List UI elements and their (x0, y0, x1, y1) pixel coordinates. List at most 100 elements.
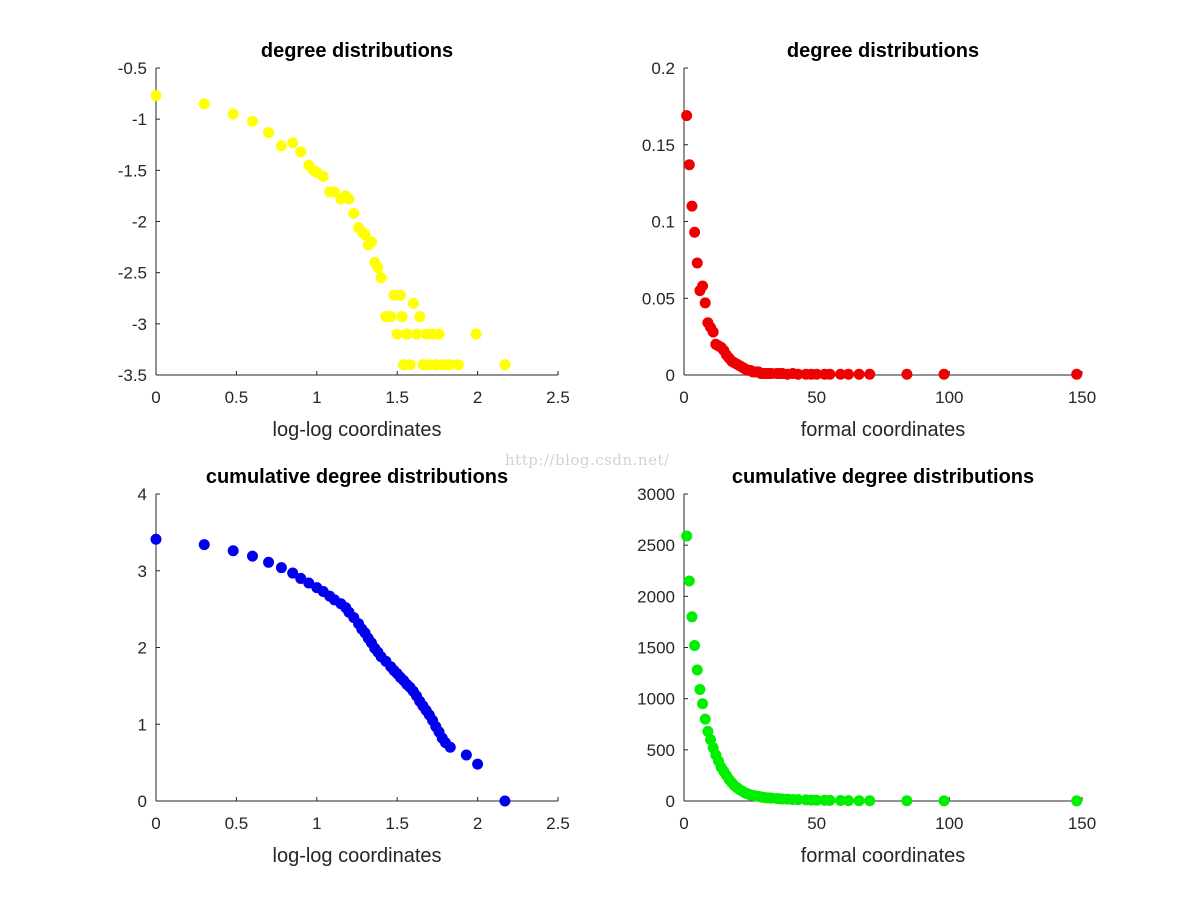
x-tick-label: 2 (473, 814, 482, 833)
y-tick-label: -3 (132, 315, 147, 334)
y-tick-label: 0 (666, 792, 675, 811)
data-point (295, 572, 307, 584)
data-point (853, 795, 865, 807)
data-point (811, 794, 823, 806)
x-tick-label: 0 (679, 388, 688, 407)
y-tick-label: 4 (138, 485, 147, 504)
x-tick-label: 150 (1068, 388, 1096, 407)
x-axis-label: log-log coordinates (273, 419, 442, 441)
data-point (287, 137, 299, 149)
y-tick-label: 0.15 (642, 136, 675, 155)
data-point (938, 795, 950, 807)
data-point (683, 159, 695, 171)
data-point (410, 328, 422, 340)
data-point (343, 193, 355, 205)
data-point (683, 575, 695, 587)
data-point (699, 297, 711, 309)
x-tick-label: 0 (679, 814, 688, 833)
data-point (694, 683, 706, 695)
data-point (263, 556, 275, 568)
data-point (824, 794, 836, 806)
data-point (275, 140, 287, 152)
y-tick-label: 2 (138, 639, 147, 658)
y-tick-label: 0 (666, 366, 675, 385)
data-point (843, 795, 855, 807)
data-point (227, 108, 239, 120)
chart-panel-2: 0 50 100 150 0 0.05 0.1 0.15 0.2 degree distribut… (642, 40, 1096, 441)
data-point (691, 664, 703, 676)
data-point (460, 749, 472, 761)
data-point (275, 562, 287, 574)
data-point (198, 98, 210, 110)
x-tick-label: 2.5 (546, 388, 570, 407)
data-point (697, 698, 709, 710)
x-tick-label: 0 (151, 814, 160, 833)
data-point (864, 368, 876, 380)
data-point (407, 297, 419, 309)
data-point (365, 236, 377, 248)
chart-panel-1: 0 0.5 1 1.5 2 2.5 -3.5 -3 -2.5 -2 -1.5 -1 -0.5 degree… (118, 40, 570, 441)
data-point (303, 577, 315, 589)
chart-panel-4: 0 50 100 150050010001500200025003000cumulat… (637, 466, 1096, 867)
data-point (396, 311, 408, 323)
y-tick-label: 0.2 (651, 59, 675, 78)
data-point (843, 368, 855, 380)
y-tick-label: 0.05 (642, 289, 675, 308)
y-tick-label: 0 (138, 792, 147, 811)
x-tick-label: 150 (1068, 814, 1096, 833)
data-point (391, 328, 403, 340)
x-tick-label: 1 (312, 814, 321, 833)
data-point (681, 530, 693, 542)
data-point (697, 280, 709, 292)
data-point (707, 326, 719, 338)
data-point (414, 311, 426, 323)
data-point (1071, 795, 1083, 807)
x-tick-label: 1.5 (385, 814, 409, 833)
data-point (401, 328, 413, 340)
data-point (472, 758, 484, 770)
y-tick-label: 1000 (637, 690, 675, 709)
data-point (691, 257, 703, 269)
x-tick-label: 2.5 (546, 814, 570, 833)
data-point (295, 146, 307, 158)
data-point (499, 795, 511, 807)
data-point (227, 545, 239, 557)
data-point (686, 611, 698, 623)
data-point (246, 550, 258, 562)
y-tick-label: -3.5 (118, 366, 147, 385)
data-point (1071, 368, 1083, 380)
data-point (404, 359, 416, 371)
data-point (864, 795, 876, 807)
data-point (150, 90, 162, 102)
data-point (824, 368, 836, 380)
data-point (287, 567, 299, 579)
data-point (198, 539, 210, 551)
chart-title: cumulative degree distributions (206, 466, 508, 488)
data-point (792, 368, 804, 380)
chart-title: cumulative degree distributions (732, 466, 1034, 488)
data-point (689, 639, 701, 651)
data-point (150, 533, 162, 545)
y-tick-label: 2500 (637, 536, 675, 555)
data-point (385, 311, 397, 323)
x-tick-label: 0.5 (225, 388, 249, 407)
y-tick-label: -0.5 (118, 59, 147, 78)
data-point (444, 741, 456, 753)
x-tick-label: 100 (935, 388, 963, 407)
y-tick-label: 1 (138, 715, 147, 734)
data-point (689, 226, 701, 238)
y-tick-label: -2.5 (118, 264, 147, 283)
data-point (246, 115, 258, 127)
y-tick-label: 2000 (637, 587, 675, 606)
x-tick-label: 0.5 (225, 814, 249, 833)
data-point (328, 186, 340, 198)
data-point (433, 328, 445, 340)
chart-title: degree distributions (787, 40, 979, 62)
data-point (901, 795, 913, 807)
data-point (792, 794, 804, 806)
data-point (444, 359, 456, 371)
data-point (686, 200, 698, 212)
y-tick-label: -1.5 (118, 161, 147, 180)
x-axis-label: log-log coordinates (273, 845, 442, 867)
